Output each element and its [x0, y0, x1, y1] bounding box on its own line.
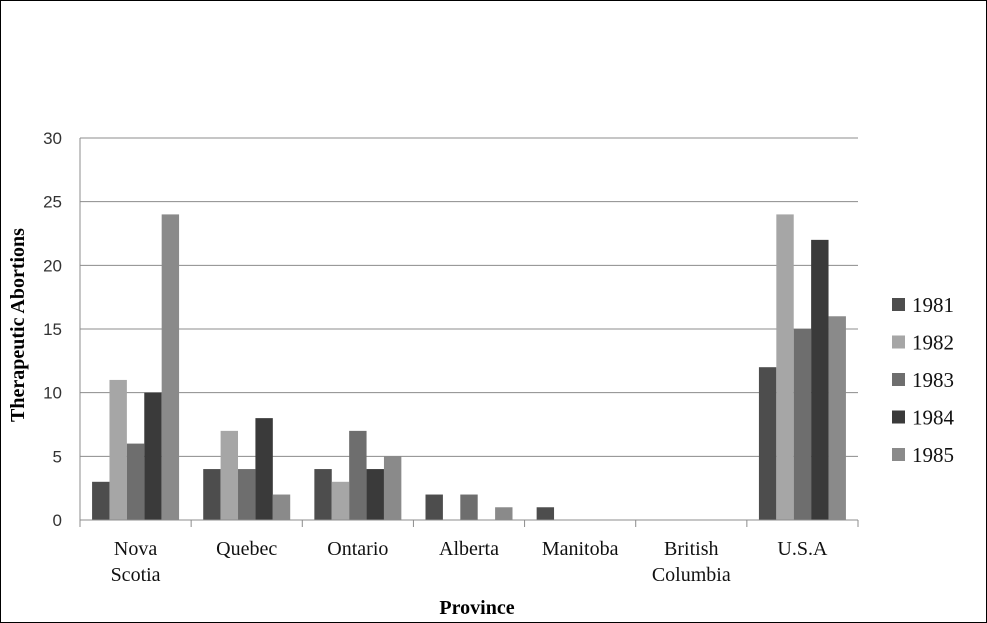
legend-label-1981: 1981: [912, 293, 954, 317]
bar-1983: [349, 430, 367, 520]
y-tick-label: 20: [43, 256, 62, 275]
bar-1981: [425, 494, 443, 520]
bar-1984: [144, 392, 162, 520]
x-tick-label: U.S.A: [777, 538, 828, 560]
bar-1981: [92, 481, 110, 520]
y-tick-label: 0: [53, 511, 62, 530]
x-tick-label: Ontario: [327, 538, 388, 560]
y-tick-label: 10: [43, 384, 62, 403]
bar-1982: [220, 430, 239, 520]
bar-1981: [758, 367, 777, 520]
y-tick-label: 25: [43, 193, 62, 212]
legend-swatch-1985: [892, 448, 905, 461]
x-tick-label: Nova: [114, 538, 157, 560]
bar-1982: [776, 214, 794, 520]
bar-1982: [331, 481, 350, 520]
x-tick-label: Alberta: [439, 538, 499, 560]
bar-1985: [495, 507, 513, 520]
legend-swatch-1983: [892, 373, 905, 386]
bar-1984: [811, 239, 829, 520]
bar-1983: [460, 494, 478, 520]
x-axis-title: Province: [439, 597, 514, 619]
bar-1981: [314, 469, 332, 520]
y-tick-label: 5: [53, 447, 62, 466]
x-tick-label: Manitoba: [542, 538, 619, 560]
bar-1985: [161, 214, 180, 520]
legend-label-1985: 1985: [912, 443, 954, 467]
y-tick-label: 30: [43, 129, 62, 148]
bar-1983: [793, 329, 812, 520]
x-tick-label: Columbia: [652, 564, 731, 586]
y-tick-label: 15: [43, 320, 62, 339]
x-tick-label: British: [664, 538, 718, 560]
legend-label-1982: 1982: [912, 331, 954, 355]
bar-1984: [366, 469, 384, 520]
legend-swatch-1982: [892, 335, 905, 349]
bar-1983: [238, 469, 256, 520]
bar-1981: [536, 507, 555, 520]
legend-swatch-1984: [892, 410, 905, 424]
x-tick-label: Scotia: [111, 564, 161, 586]
bar-1981: [203, 469, 221, 520]
legend-label-1983: 1983: [912, 368, 954, 392]
bar-1983: [126, 443, 145, 520]
y-axis-title: Therapeutic Abortions: [7, 228, 29, 422]
legend-swatch-1981: [892, 298, 905, 311]
x-tick-label: Quebec: [216, 538, 277, 560]
bar-1985: [272, 494, 291, 520]
bar-1982: [109, 379, 127, 520]
legend-label-1984: 1984: [912, 406, 955, 430]
bar-1985: [828, 316, 846, 520]
bar-1985: [383, 456, 402, 520]
bar-1984: [255, 418, 273, 520]
